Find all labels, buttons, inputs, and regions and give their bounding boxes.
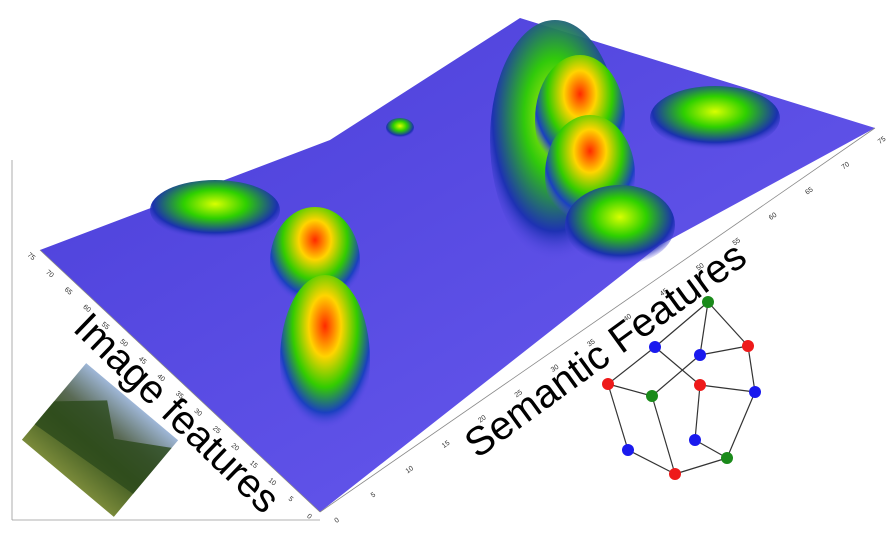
axis-tick-label: 15 bbox=[441, 440, 451, 450]
axis-tick-label: 5 bbox=[370, 491, 377, 499]
axis-tick-label: 10 bbox=[405, 465, 415, 475]
axis-tick-label: 70 bbox=[841, 161, 851, 171]
axis-tick-label: 65 bbox=[63, 286, 74, 296]
axis-tick-label: 5 bbox=[287, 496, 295, 504]
axis-tick-label: 70 bbox=[44, 269, 55, 279]
axis-tick-label: 60 bbox=[768, 212, 778, 222]
axis-tick-label: 65 bbox=[804, 186, 814, 196]
axis-tick-label: 0 bbox=[334, 517, 341, 525]
axis-tick-label: 75 bbox=[26, 252, 37, 262]
axis-tick-label: 75 bbox=[877, 136, 887, 146]
slide: 0510152025303540455055606570750510152025… bbox=[0, 0, 889, 538]
